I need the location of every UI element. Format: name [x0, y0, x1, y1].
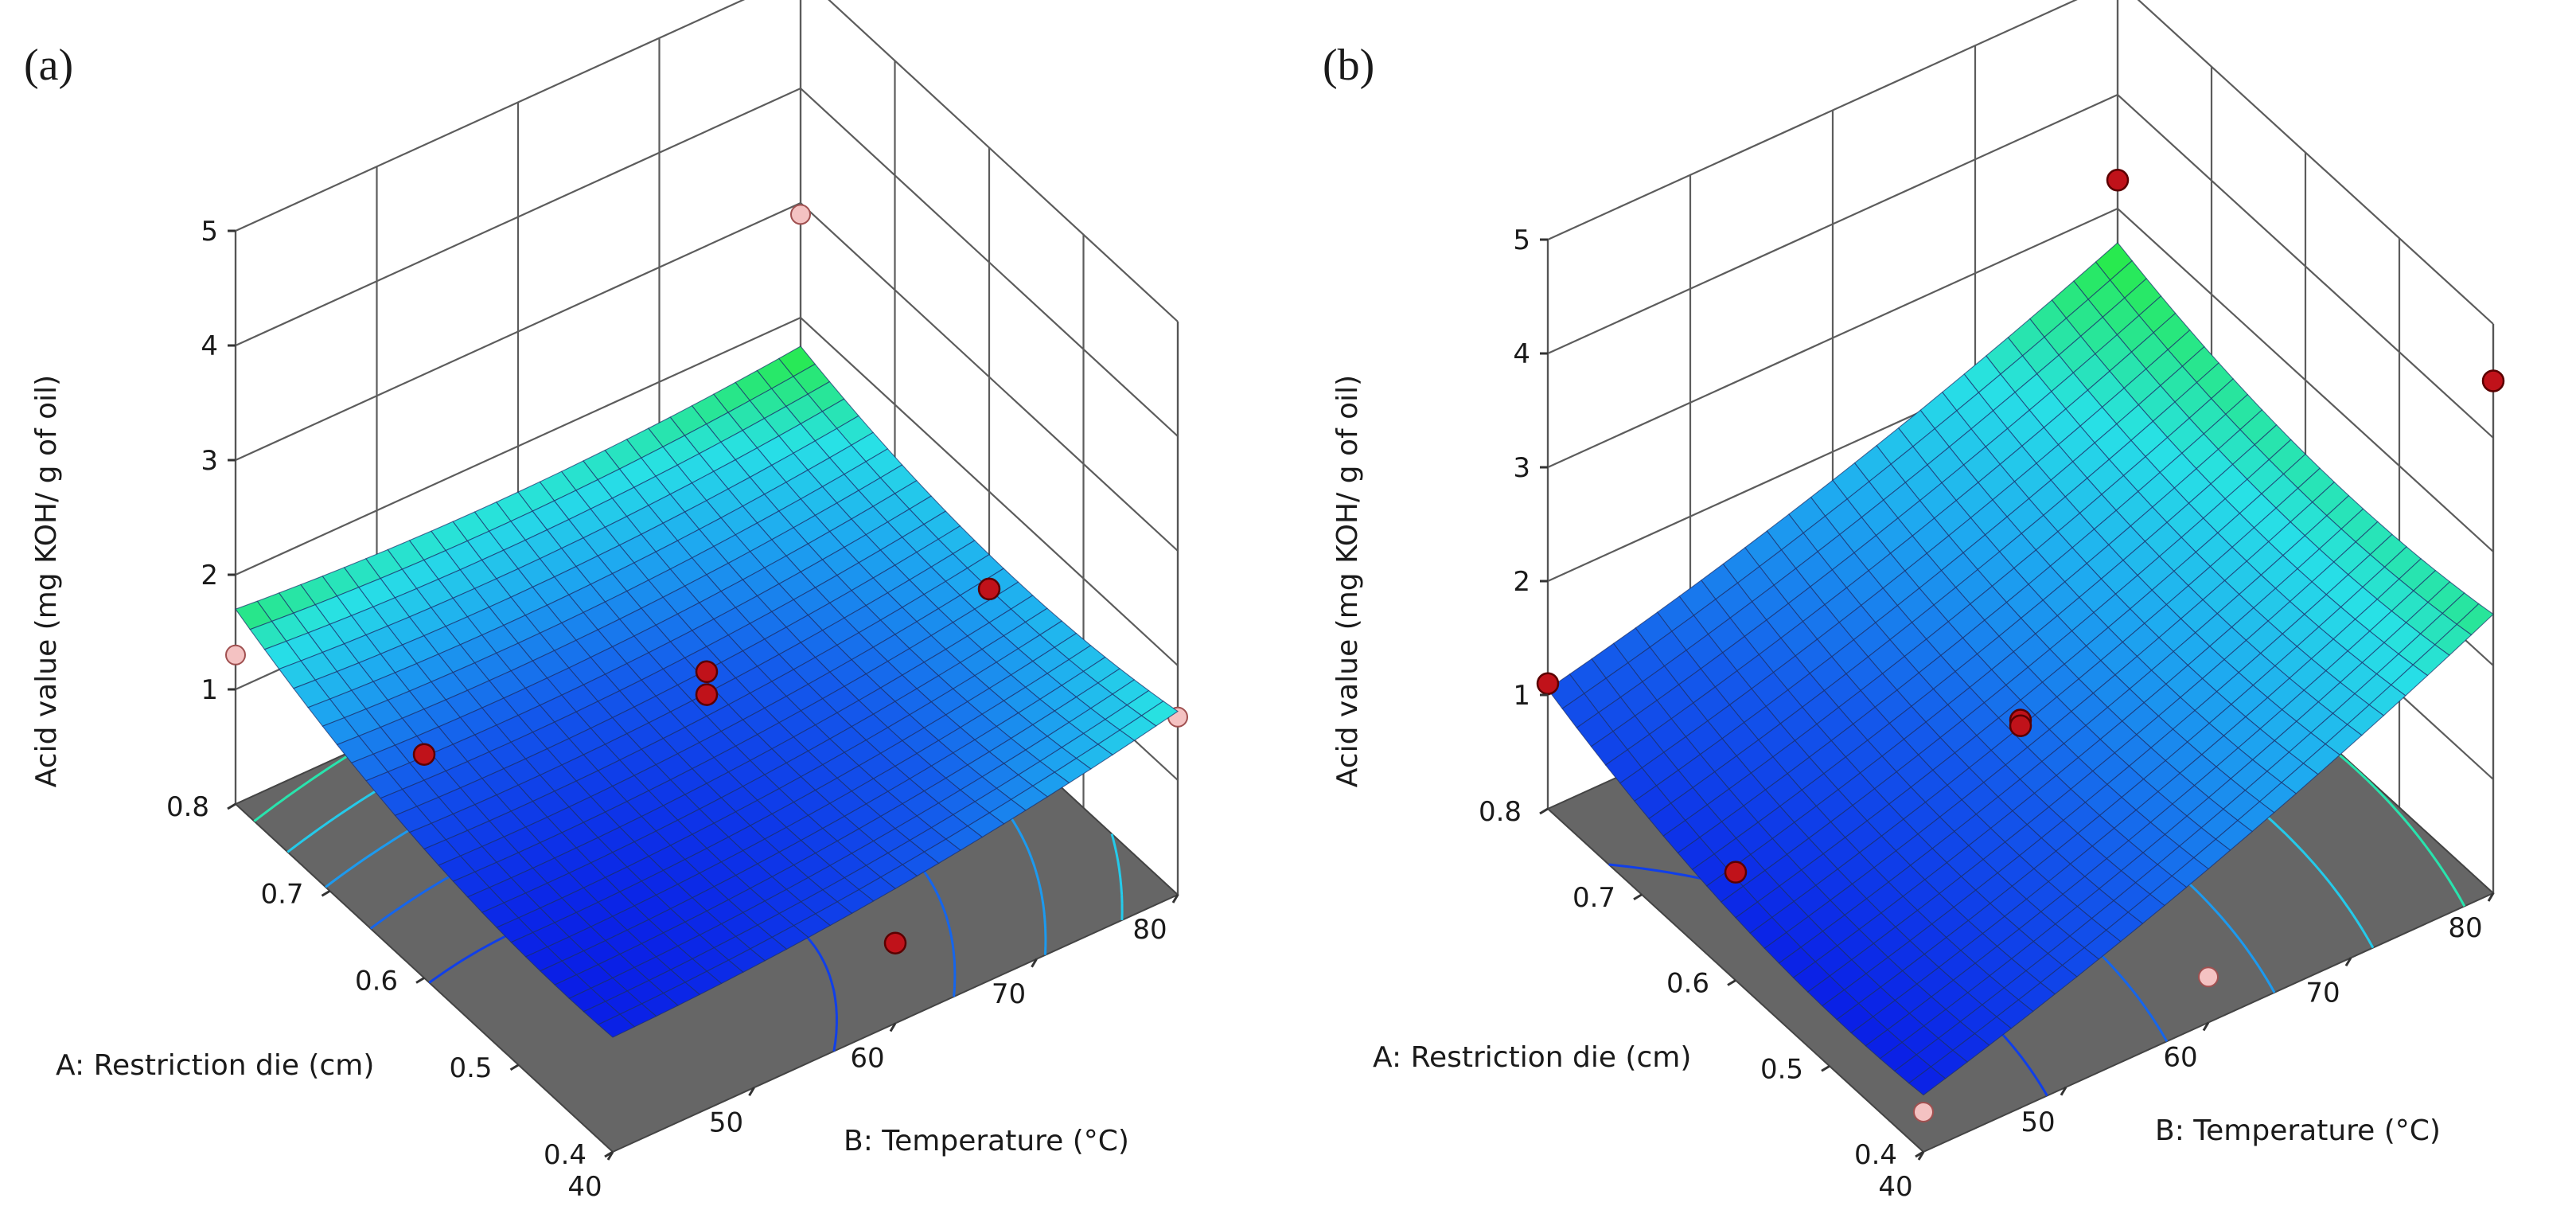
x-axis-label: A: Restriction die (cm): [56, 1049, 374, 1082]
x-tick-mark: [1539, 807, 1549, 815]
x-tick-label: 0.7: [260, 878, 303, 910]
z-tick-label: 2: [201, 560, 218, 591]
y-tick-mark: [2060, 1086, 2067, 1096]
y-tick-mark: [748, 1087, 755, 1097]
z-tick-label: 3: [1513, 452, 1530, 484]
wall-grid-line: [1547, 93, 2494, 439]
y-axis-label: B: Temperature (°C): [844, 1125, 1129, 1157]
y-tick-label: 50: [2021, 1107, 2055, 1138]
design-point: [1536, 672, 1560, 695]
design-point: [225, 644, 246, 666]
wall-grid-line: [1547, 0, 2494, 325]
y-tick-label: 70: [2305, 977, 2340, 1009]
y-tick-mark: [606, 1151, 614, 1161]
design-point: [2009, 714, 2032, 737]
x-axis-label: A: Restriction die (cm): [1373, 1041, 1691, 1074]
x-tick-mark: [1821, 1064, 1830, 1072]
y-tick-mark: [1031, 958, 1038, 968]
response-surface: [1547, 242, 2494, 1096]
design-point: [2481, 369, 2505, 392]
x-tick-mark: [415, 977, 425, 984]
x-tick-mark: [1727, 979, 1736, 986]
y-tick-label: 80: [1132, 914, 1167, 946]
z-axis-label: Acid value (mg KOH/ g of oil): [30, 375, 63, 787]
z-tick-label: 1: [1513, 680, 1530, 712]
wall-grid-line: [235, 0, 1179, 322]
axis-labels: (a) Acid value (mg KOH/ g of oil) A: Restr…: [24, 41, 1129, 1157]
design-points-front: [1536, 169, 2505, 884]
y-tick-label: 80: [2448, 912, 2482, 944]
x-tick-label: 0.8: [1479, 796, 1522, 828]
y-tick-label: 40: [1878, 1171, 1912, 1203]
y-tick-mark: [2487, 892, 2495, 902]
x-tick-label: 0.5: [449, 1052, 492, 1084]
design-point: [2106, 169, 2130, 192]
design-point: [790, 204, 811, 225]
x-tick-mark: [509, 1064, 520, 1071]
z-tick-label: 4: [201, 330, 218, 362]
panel-label: (a): [24, 41, 73, 90]
x-tick-label: 0.8: [166, 791, 209, 823]
x-tick-label: 0.6: [355, 966, 398, 997]
x-tick-label: 0.4: [1854, 1139, 1897, 1171]
x-tick-label: 0.4: [544, 1139, 587, 1171]
y-tick-label: 70: [992, 978, 1026, 1010]
wall-grid-line: [235, 316, 1179, 666]
x-tick-mark: [227, 802, 236, 810]
design-point: [695, 660, 719, 684]
design-point: [977, 577, 1001, 601]
panel-label: (b): [1323, 41, 1374, 90]
axis-ticks: 1 2 3 4 5 0.8 0.7 0.6 0.5 0.440 50 60 70 80: [1479, 224, 2495, 1203]
design-points-behind: [1913, 966, 2219, 1122]
design-point: [1724, 861, 1748, 884]
axis-ticks: 1 2 3 4 5 0.8 0.7 0.6 0.5 0.440 50 60 70 80: [166, 216, 1179, 1203]
y-tick-mark: [2344, 957, 2352, 967]
y-tick-label: 60: [2163, 1042, 2197, 1074]
z-tick-label: 3: [201, 445, 218, 477]
z-tick-label: 5: [1513, 224, 1530, 256]
design-point: [695, 683, 719, 706]
response-surface: [235, 345, 1179, 1038]
z-tick-label: 4: [1513, 338, 1530, 370]
axis-labels: (b) Acid value (mg KOH/ g of oil) A: Restr…: [1323, 41, 2441, 1147]
y-tick-mark: [1917, 1151, 1925, 1161]
surface-cell: [597, 1013, 636, 1038]
y-tick-label: 50: [709, 1107, 743, 1138]
x-tick-label: 0.5: [1760, 1053, 1803, 1085]
y-tick-mark: [1171, 894, 1179, 904]
z-tick-label: 5: [201, 216, 218, 248]
wall-grid-line: [235, 201, 1179, 552]
design-point: [412, 743, 436, 766]
x-tick-mark: [1633, 893, 1643, 901]
design-point: [883, 931, 907, 954]
y-tick-mark: [2202, 1021, 2210, 1032]
surface-cell: [1908, 1066, 1947, 1096]
x-tick-label: 0.6: [1666, 968, 1709, 1000]
y-tick-label: 40: [567, 1171, 602, 1203]
design-point: [1913, 1101, 1934, 1122]
x-tick-mark: [321, 889, 331, 897]
design-points-front: [412, 577, 1001, 954]
z-tick-label: 2: [1513, 566, 1530, 598]
y-tick-mark: [889, 1022, 897, 1032]
z-tick-label: 1: [201, 674, 218, 706]
y-tick-label: 60: [850, 1043, 884, 1075]
z-axis-label: Acid value (mg KOH/ g of oil): [1331, 375, 1364, 787]
wall-grid-line: [235, 87, 1179, 437]
x-tick-label: 0.7: [1572, 882, 1615, 914]
panel-a: 1 2 3 4 5 0.8 0.7 0.6 0.5 0.440 50 60 70 80 (a) Acid va…: [24, 0, 1188, 1203]
y-axis-label: B: Temperature (°C): [2155, 1114, 2441, 1147]
wall-grid-line: [1547, 207, 2494, 552]
design-point: [2198, 966, 2219, 988]
panel-b: 1 2 3 4 5 0.8 0.7 0.6 0.5 0.440 50 60 70 80 (b) Acid va…: [1323, 0, 2505, 1203]
